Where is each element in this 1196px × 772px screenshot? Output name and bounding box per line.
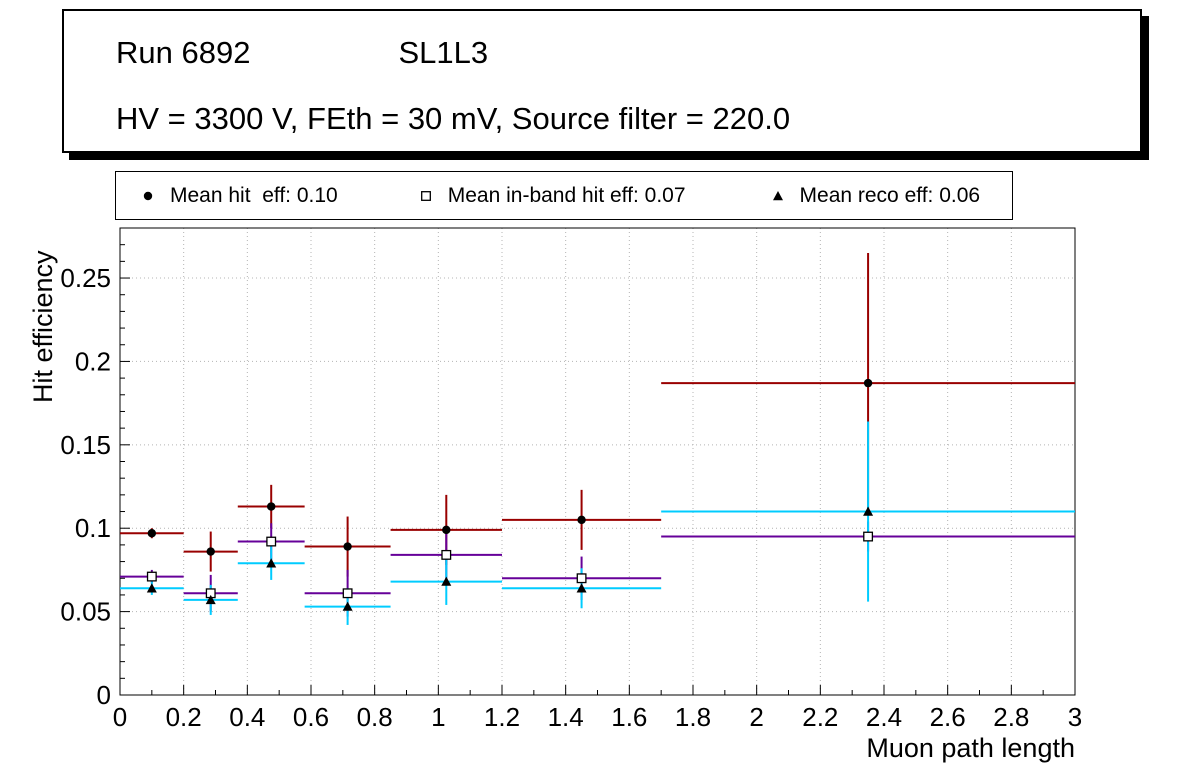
svg-text:0.4: 0.4 <box>229 702 265 732</box>
svg-text:2.4: 2.4 <box>866 702 902 732</box>
markers-hit-eff <box>147 378 873 556</box>
tick-labels: 0 0.2 0.4 0.6 0.8 1 1.2 1.4 1.6 1.8 2 2.2 2.4 2.6 2.8 3… <box>60 263 1082 732</box>
legend-entry-hit-eff: Mean hit eff: 0.10 <box>138 184 338 208</box>
svg-text:1.2: 1.2 <box>484 702 520 732</box>
svg-text:0.2: 0.2 <box>75 346 111 376</box>
legend-label: Mean reco eff: 0.06 <box>799 183 981 207</box>
y-axis-title: Hit efficiency <box>28 250 58 403</box>
legend-entry-inband-hit-eff: Mean in-band hit eff: 0.07 <box>416 184 686 208</box>
svg-text:1.4: 1.4 <box>548 702 584 732</box>
svg-text:2.2: 2.2 <box>802 702 838 732</box>
svg-text:0: 0 <box>97 680 111 710</box>
plot-frame <box>119 227 1076 696</box>
open-square-icon <box>420 190 431 201</box>
svg-text:1.8: 1.8 <box>675 702 711 732</box>
legend-label: Mean hit eff: 0.10 <box>170 183 338 207</box>
svg-text:0.8: 0.8 <box>357 702 393 732</box>
x-axis-title: Muon path length <box>866 733 1075 763</box>
chamber-label: SL1L3 <box>398 35 489 70</box>
grid <box>120 228 1075 695</box>
svg-text:0.6: 0.6 <box>293 702 329 732</box>
axis-ticks <box>119 244 1076 696</box>
series-inband-hit-eff <box>120 521 1075 617</box>
svg-text:3: 3 <box>1068 702 1082 732</box>
svg-text:0.05: 0.05 <box>60 597 111 627</box>
svg-text:1: 1 <box>431 702 445 732</box>
svg-text:0.25: 0.25 <box>60 263 111 293</box>
run-number: Run 6892 <box>116 35 251 70</box>
series-reco-eff <box>120 421 1075 625</box>
title-box: Run 6892 SL1L3 HV = 3300 V, FEth = 30 mV,… <box>62 9 1142 153</box>
markers-inband-hit-eff <box>146 531 874 599</box>
legend-entry-reco-eff: Mean reco eff: 0.06 <box>768 183 981 208</box>
title-line-1: Run 6892 SL1L3 <box>116 35 488 71</box>
legend-label: Mean in-band hit eff: 0.07 <box>447 183 686 207</box>
filled-circle-icon <box>143 191 153 200</box>
svg-text:0.1: 0.1 <box>75 513 111 543</box>
series-hit-eff <box>120 253 1075 577</box>
conditions-label: HV = 3300 V, FEth = 30 mV, Source filter… <box>116 101 791 136</box>
filled-triangle-icon <box>772 190 783 200</box>
legend: Mean hit eff: 0.10 Mean in-band hit eff:… <box>115 171 1013 220</box>
svg-text:0.2: 0.2 <box>166 702 202 732</box>
svg-text:2.6: 2.6 <box>930 702 966 732</box>
svg-text:1.6: 1.6 <box>611 702 647 732</box>
svg-text:0.15: 0.15 <box>60 430 111 460</box>
svg-text:2: 2 <box>749 702 763 732</box>
svg-text:2.8: 2.8 <box>993 702 1029 732</box>
svg-text:0: 0 <box>113 702 127 732</box>
markers-reco-eff <box>146 506 874 611</box>
